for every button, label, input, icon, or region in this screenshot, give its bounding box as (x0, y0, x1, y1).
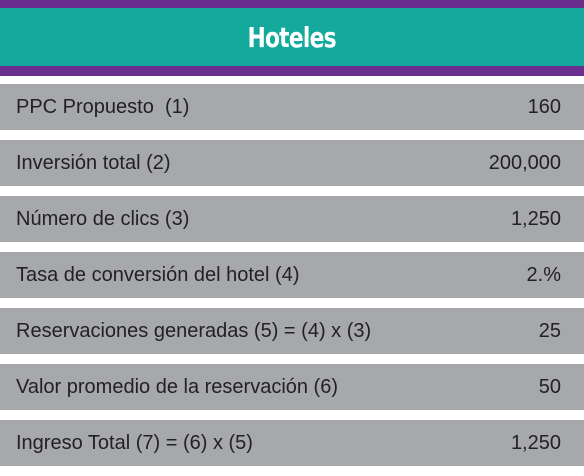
page-title: Hoteles (247, 20, 337, 54)
data-table: PPC Propuesto (1) 160 Inversión total (2… (0, 84, 584, 476)
row-label: Ingreso Total (7) = (6) x (5) (16, 431, 253, 454)
top-purple-band (0, 0, 584, 8)
row-value: 25 (538, 319, 561, 342)
row-label: Reservaciones generadas (5) = (4) x (3) (16, 319, 372, 342)
header-bar: Hoteles (0, 8, 584, 66)
row-label: Tasa de conversión del hotel (4) (16, 263, 300, 286)
row-value: 200,000 (488, 151, 561, 174)
row-value: 1,250 (510, 207, 561, 230)
row-label: Inversión total (2) (16, 151, 171, 174)
table-row: Número de clics (3) 1,250 (0, 196, 584, 242)
row-value: 1,250 (510, 431, 561, 454)
row-label: Número de clics (3) (16, 207, 190, 230)
row-label: Valor promedio de la reservación (6) (16, 375, 339, 398)
row-value: 2.% (526, 263, 561, 286)
table-row: Ingreso Total (7) = (6) x (5) 1,250 (0, 420, 584, 466)
row-value: 160 (527, 95, 561, 118)
bottom-purple-band (0, 66, 584, 76)
table-row: Valor promedio de la reservación (6) 50 (0, 364, 584, 410)
table-row: Tasa de conversión del hotel (4) 2.% (0, 252, 584, 298)
table-row: PPC Propuesto (1) 160 (0, 84, 584, 130)
table-row: Reservaciones generadas (5) = (4) x (3) … (0, 308, 584, 354)
row-label: PPC Propuesto (1) (16, 95, 190, 118)
row-value: 50 (538, 375, 561, 398)
table-row: Inversión total (2) 200,000 (0, 140, 584, 186)
